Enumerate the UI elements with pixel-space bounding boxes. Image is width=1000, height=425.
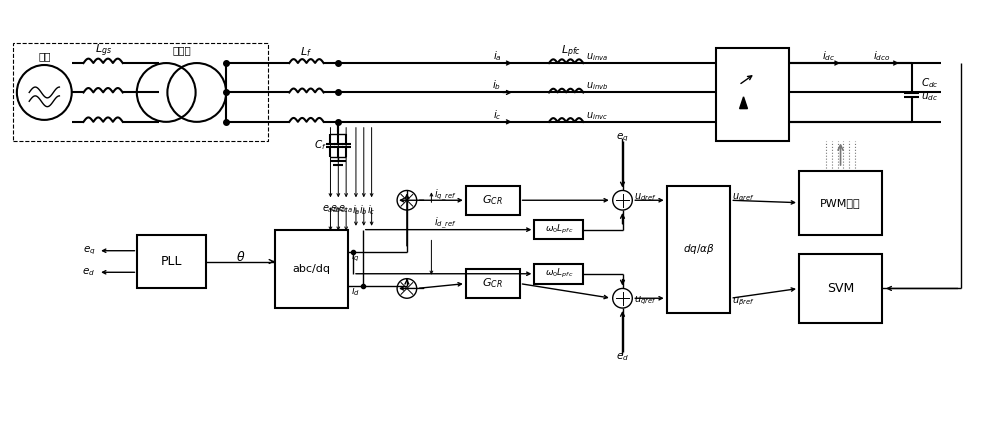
Text: $i_d$: $i_d$: [351, 284, 360, 298]
Text: abc/dq: abc/dq: [292, 264, 330, 274]
Text: $u_{dc}$: $u_{dc}$: [921, 91, 938, 103]
Text: $u_{invb}$: $u_{invb}$: [586, 81, 609, 93]
Text: SVM: SVM: [827, 282, 854, 295]
Text: $i_{d\_ref}$: $i_{d\_ref}$: [434, 215, 457, 231]
Text: $i_a$: $i_a$: [352, 203, 360, 217]
Text: $i_b$: $i_b$: [359, 203, 368, 217]
Text: 变压器: 变压器: [172, 45, 191, 55]
Text: $i_{dco}$: $i_{dco}$: [873, 49, 891, 63]
Text: $i_{q\_ref}$: $i_{q\_ref}$: [434, 188, 457, 203]
Text: $i_c$: $i_c$: [493, 108, 501, 122]
Bar: [534, 264, 583, 283]
Text: PLL: PLL: [161, 255, 182, 268]
Bar: [466, 186, 520, 215]
Polygon shape: [740, 97, 747, 109]
Text: $u_{\alpha ref}$: $u_{\alpha ref}$: [732, 191, 755, 203]
Text: 电网: 电网: [38, 51, 51, 61]
Text: $e_q$: $e_q$: [83, 244, 95, 257]
Text: $e_{ab}$: $e_{ab}$: [322, 203, 339, 215]
Text: $\theta$: $\theta$: [236, 249, 245, 264]
Bar: [275, 230, 348, 308]
Text: $u_{\beta ref}$: $u_{\beta ref}$: [732, 296, 755, 309]
Text: $i_q$: $i_q$: [351, 249, 360, 264]
Text: $e_d$: $e_d$: [82, 266, 95, 278]
Text: $L_{gs}$: $L_{gs}$: [95, 43, 112, 60]
Text: $\omega_0 L_{pfc}$: $\omega_0 L_{pfc}$: [545, 223, 573, 236]
Text: $C_f$: $C_f$: [314, 139, 327, 152]
Text: $u_{invc}$: $u_{invc}$: [586, 110, 608, 122]
Text: $L_f$: $L_f$: [300, 45, 312, 59]
Bar: [534, 220, 583, 239]
Bar: [137, 235, 206, 289]
Text: PWM驱动: PWM驱动: [820, 198, 861, 208]
Text: $u_{qref}$: $u_{qref}$: [634, 295, 657, 307]
Bar: [799, 171, 882, 235]
Text: $i_b$: $i_b$: [492, 79, 502, 93]
Text: $G_{CR}$: $G_{CR}$: [482, 193, 503, 207]
Text: $u_{inva}$: $u_{inva}$: [586, 51, 608, 63]
Text: $e_{bc}$: $e_{bc}$: [330, 203, 346, 215]
Text: $e_{ca}$: $e_{ca}$: [338, 203, 354, 215]
Text: $i_{dc}$: $i_{dc}$: [822, 49, 835, 63]
Text: $L_{pfc}$: $L_{pfc}$: [561, 44, 581, 60]
Text: $u_{dref}$: $u_{dref}$: [634, 191, 657, 203]
Text: $C_{dc}$: $C_{dc}$: [921, 76, 939, 90]
Text: $e_q$: $e_q$: [616, 131, 629, 144]
Text: $dq / \alpha\beta$: $dq / \alpha\beta$: [683, 242, 714, 256]
Text: $i_c$: $i_c$: [367, 203, 376, 217]
Text: $G_{CR}$: $G_{CR}$: [482, 277, 503, 290]
Text: $i_a$: $i_a$: [493, 49, 501, 63]
Bar: [716, 48, 789, 142]
Bar: [466, 269, 520, 298]
Bar: [667, 186, 730, 313]
Bar: [799, 254, 882, 323]
Text: $e_d$: $e_d$: [616, 351, 629, 363]
Text: $\omega_0 L_{pfc}$: $\omega_0 L_{pfc}$: [545, 267, 573, 280]
Bar: [13, 43, 268, 142]
